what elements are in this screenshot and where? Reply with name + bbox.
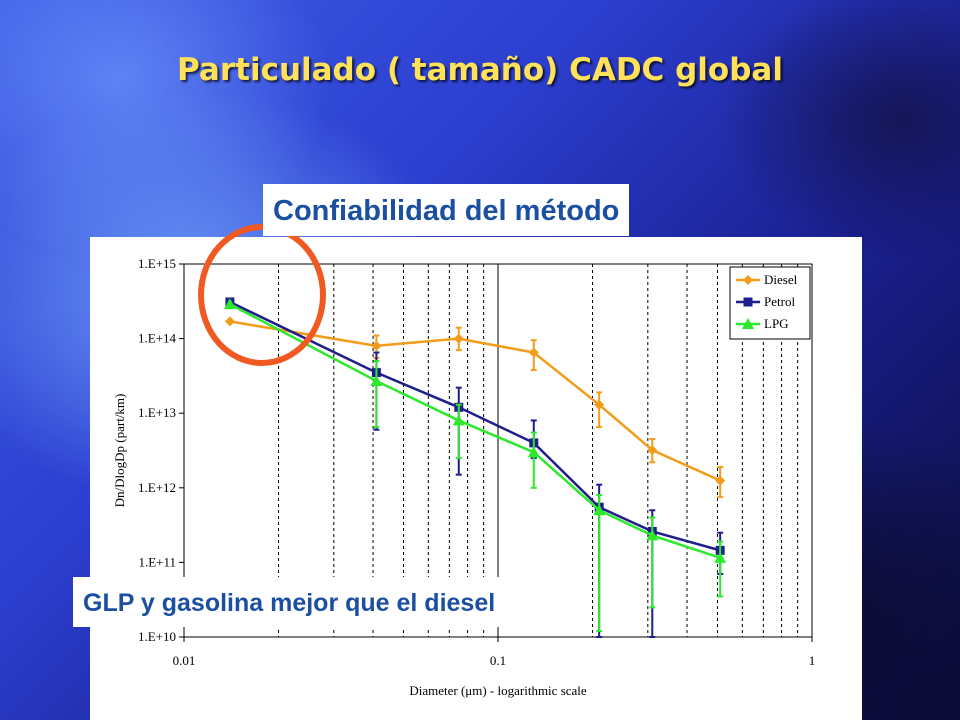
lpg-point xyxy=(527,446,540,458)
diesel-point xyxy=(715,475,726,486)
y-tick-label: 1.E+10 xyxy=(138,629,176,644)
x-tick-label: 0.01 xyxy=(173,653,196,668)
y-tick-label: 1.E+15 xyxy=(138,256,176,271)
diesel-point xyxy=(453,333,464,344)
lpg-point xyxy=(714,551,727,563)
diesel-point xyxy=(528,347,539,358)
lpg-point xyxy=(646,529,659,541)
x-tick-label: 0.1 xyxy=(490,653,506,668)
series-layer xyxy=(223,297,727,638)
diesel-point xyxy=(371,340,382,351)
x-axis-label: Diameter (μm) - logarithmic scale xyxy=(409,683,587,698)
lpg-point xyxy=(593,504,606,516)
legend-label-petrol: Petrol xyxy=(764,294,795,309)
diesel-point xyxy=(594,399,605,410)
legend-marker-lpg xyxy=(742,318,754,329)
y-tick-label: 1.E+12 xyxy=(138,480,176,495)
legend-layer: Diesel Petrol LPG xyxy=(729,266,811,340)
legend-marker-diesel xyxy=(743,275,753,285)
y-tick-label: 1.E+13 xyxy=(138,405,176,420)
x-tick-label: 1 xyxy=(809,653,816,668)
y-tick-label: 1.E+11 xyxy=(138,554,176,569)
highlight-circle xyxy=(198,224,326,366)
callout-reliability: Confiabilidad del método xyxy=(263,184,630,236)
y-axis-label: Dn/DlogDp (part/km) xyxy=(112,394,127,508)
legend-label-diesel: Diesel xyxy=(764,272,798,287)
lpg-point xyxy=(452,414,465,426)
legend-label-lpg: LPG xyxy=(764,316,789,331)
legend-marker-petrol xyxy=(743,297,753,307)
callout-conclusion: GLP y gasolina mejor que el diesel xyxy=(73,577,506,627)
y-tick-label: 1.E+14 xyxy=(138,331,177,346)
lpg-point xyxy=(370,375,383,387)
diesel-point xyxy=(647,445,658,456)
slide-title: Particulado ( tamaño) CADC global xyxy=(177,52,783,88)
axis-layer: 1.E+10 1.E+11 1.E+12 1.E+13 1.E+14 1.E+15 0.01… xyxy=(138,256,815,668)
